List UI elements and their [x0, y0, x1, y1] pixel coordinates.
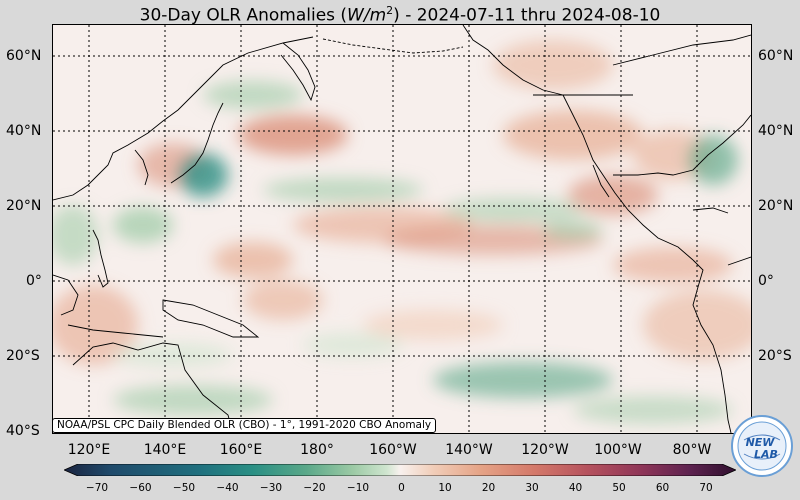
lat-label-20n-right: 20°N: [758, 198, 794, 214]
colorbar-tick-label: −40: [216, 482, 239, 494]
lon-label-80w: 80°W: [672, 442, 712, 458]
lon-label-140e: 140°E: [143, 442, 187, 458]
logo-text-top: NEW: [746, 436, 776, 449]
lat-label-eq-left: 0°: [26, 273, 42, 289]
colorbar-tick-label: −20: [303, 482, 326, 494]
lon-label-100w: 100°W: [594, 442, 642, 458]
colorbar-tick-label: 30: [525, 482, 539, 494]
lat-label-eq-right: 0°: [758, 273, 774, 289]
colorbar-tick-label: 60: [655, 482, 670, 494]
lon-label-120w: 120°W: [521, 442, 569, 458]
colorbar-tick-label: 10: [438, 482, 452, 494]
lat-label-20s-left: 20°S: [6, 348, 40, 364]
logo-text-bottom: LAB: [754, 448, 778, 461]
colorbar-tick-label: −50: [172, 482, 196, 494]
colorbar-tick-label: 40: [568, 482, 583, 494]
map-svg: [53, 25, 751, 433]
colorbar-tick-label: −60: [129, 482, 152, 494]
graticule: [53, 25, 751, 433]
lat-label-40s-left: 40°S: [6, 423, 40, 439]
colorbar-tick-label: 20: [481, 482, 496, 494]
lon-label-180: 180°: [300, 442, 334, 458]
map-title: 30-Day OLR Anomalies (W/m2) - 2024-07-11…: [139, 4, 661, 26]
lat-label-20s-right: 20°S: [758, 348, 792, 364]
coastlines: [53, 25, 751, 433]
colorbar-tick-label: 50: [612, 482, 626, 494]
anomaly-field: [53, 40, 751, 424]
lat-label-20n-left: 20°N: [6, 198, 42, 214]
lon-label-140w: 140°W: [445, 442, 493, 458]
colorbar-tick-label: −10: [346, 482, 370, 494]
psl-lab-logo: NEW LAB: [731, 415, 793, 477]
lat-label-60n-right: 60°N: [758, 48, 794, 64]
lat-label-40n-left: 40°N: [6, 123, 42, 139]
lon-label-160w: 160°W: [369, 442, 417, 458]
lat-label-60n-left: 60°N: [6, 48, 42, 64]
colorbar: [64, 464, 736, 476]
colorbar-tick-label: −70: [85, 482, 109, 494]
colorbar-tick-label: 70: [699, 482, 713, 494]
lat-label-40n-right: 40°N: [758, 123, 794, 139]
lon-label-160e: 160°E: [219, 442, 263, 458]
anomaly-map: [52, 24, 752, 434]
data-source-credit: NOAA/PSL CPC Daily Blended OLR (CBO) - 1…: [52, 418, 437, 433]
lon-label-120e: 120°E: [67, 442, 111, 458]
colorbar-tick-label: 0: [398, 482, 405, 494]
colorbar-tick-label: −30: [259, 482, 283, 494]
